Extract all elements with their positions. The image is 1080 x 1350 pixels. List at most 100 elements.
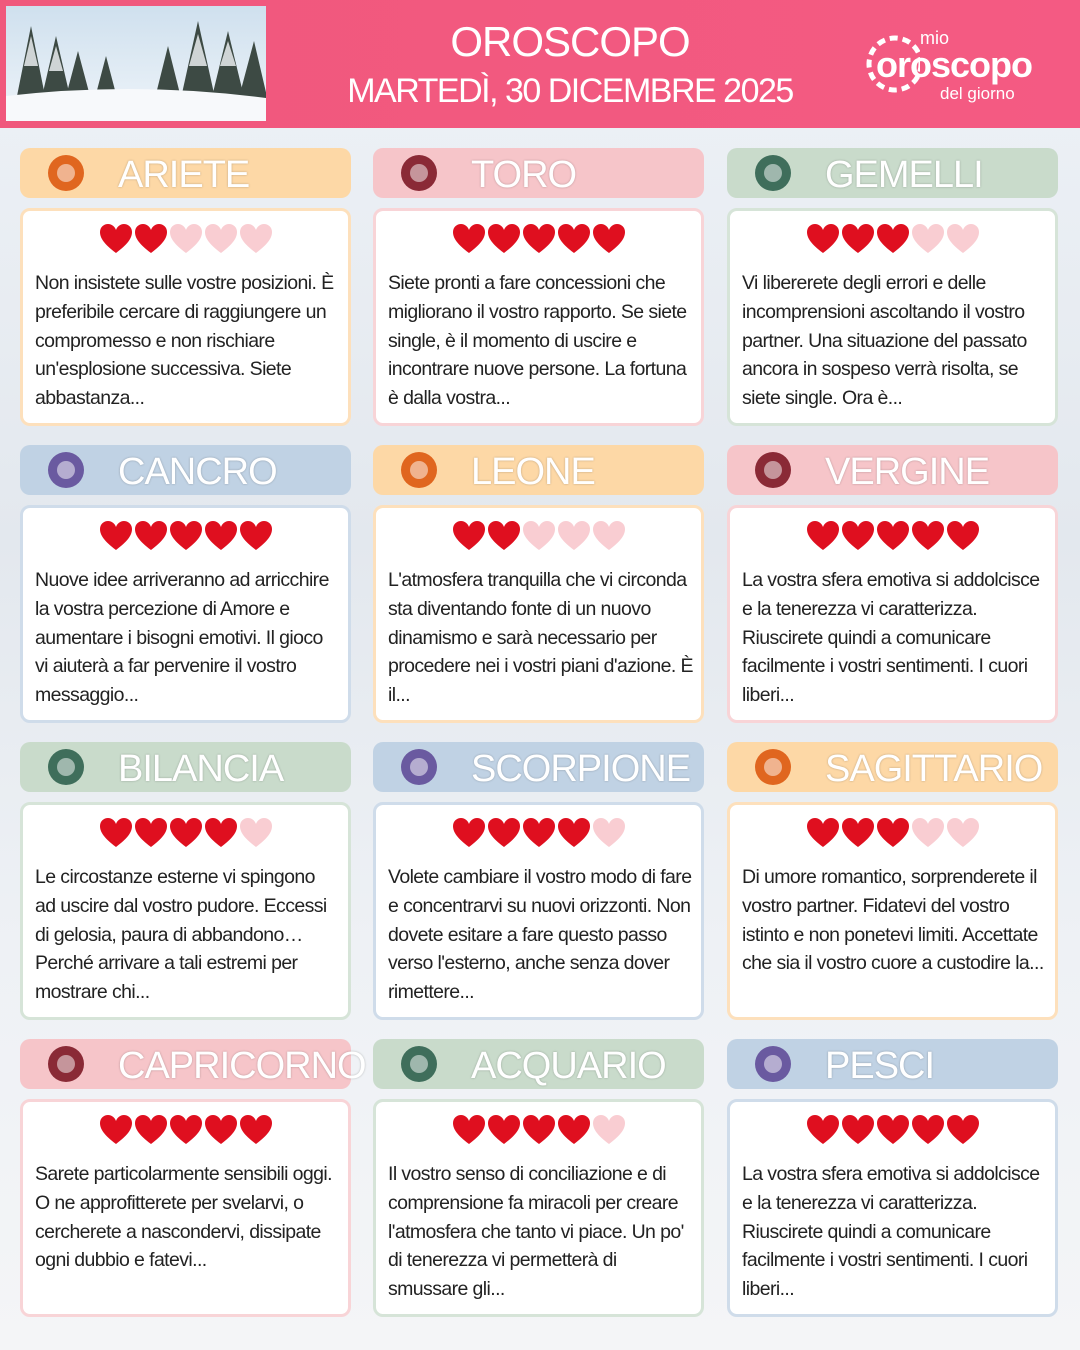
rating: [730, 817, 1055, 851]
sign-header: CAPRICORNO: [20, 1039, 367, 1089]
sign-name: LEONE: [471, 451, 596, 493]
heart: [239, 521, 272, 550]
sign-header: SCORPIONE: [373, 742, 704, 792]
heart-shape: [487, 1115, 520, 1144]
rating: [23, 520, 348, 554]
icon-shape: [57, 758, 75, 776]
heart: [487, 818, 520, 847]
sign-name: ARIETE: [118, 154, 250, 196]
heart: [841, 521, 874, 550]
heart-shape: [911, 1115, 944, 1144]
heart-shape: [452, 1115, 485, 1144]
sign-card: Siete pronti a fare concessioni che migl…: [373, 208, 704, 426]
heart-shape: [911, 521, 944, 550]
sign-header: VERGINE: [727, 445, 1058, 495]
heart: [452, 818, 485, 847]
heart: [841, 1115, 874, 1144]
heart: [806, 1115, 839, 1144]
heart: [452, 1115, 485, 1144]
heart: [99, 521, 132, 550]
sign-icon: [401, 749, 437, 785]
sign-card: La vostra sfera emotiva si addolcisce e …: [727, 505, 1058, 723]
sign-text: Sarete particolarmente sensibili oggi. O…: [35, 1163, 333, 1272]
icon-shape: [764, 164, 782, 182]
logo-main: oroscopo: [876, 44, 1033, 85]
heart: [592, 521, 625, 550]
heart-shape: [876, 224, 909, 253]
heart-shape: [557, 1115, 590, 1144]
heart-shape: [806, 818, 839, 847]
heart-shape: [169, 818, 202, 847]
icon-shape: [57, 164, 75, 182]
heart-shape: [557, 818, 590, 847]
heart-shape: [876, 1115, 909, 1144]
sign-name: GEMELLI: [825, 154, 984, 196]
rating: [376, 1114, 701, 1148]
heart: [452, 521, 485, 550]
heart-shape: [204, 521, 237, 550]
sign-name: PESCI: [825, 1045, 935, 1087]
icon-shape: [57, 461, 75, 479]
heart-shape: [487, 818, 520, 847]
heart-shape: [806, 521, 839, 550]
heart: [876, 818, 909, 847]
heart-shape: [592, 818, 625, 847]
heart: [946, 818, 979, 847]
heart-shape: [99, 818, 132, 847]
heart: [134, 521, 167, 550]
rating: [376, 817, 701, 851]
heart: [557, 521, 590, 550]
heart: [487, 521, 520, 550]
rating: [376, 223, 701, 257]
heart-shape: [134, 1115, 167, 1144]
logo-sun: [866, 35, 920, 93]
rating: [23, 1114, 348, 1148]
heart: [522, 818, 555, 847]
heart: [946, 224, 979, 253]
sign-card: Nuove idee arriveranno ad arricchire la …: [20, 505, 351, 723]
heart-shape: [592, 1115, 625, 1144]
icon-shape: [410, 1055, 428, 1073]
sign-icon: [755, 749, 791, 785]
heart: [134, 224, 167, 253]
logo-top: mio: [920, 28, 950, 48]
heart-shape: [204, 224, 237, 253]
sign-card: Sarete particolarmente sensibili oggi. O…: [20, 1099, 351, 1317]
heart: [239, 1115, 272, 1144]
sign-name: TORO: [471, 154, 577, 196]
heart-shape: [204, 1115, 237, 1144]
sign-header: ARIETE: [20, 148, 351, 198]
heart: [557, 1115, 590, 1144]
heart: [169, 818, 202, 847]
heart-shape: [592, 224, 625, 253]
sign-icon: [401, 452, 437, 488]
sign-text: Di umore romantico, sorprenderete il vos…: [742, 866, 1044, 975]
heart-shape: [841, 818, 874, 847]
sign-name: VERGINE: [825, 451, 990, 493]
heart: [841, 224, 874, 253]
heart-shape: [806, 224, 839, 253]
heart: [169, 1115, 202, 1144]
heart: [204, 1115, 237, 1144]
heart: [592, 818, 625, 847]
sign-card: La vostra sfera emotiva si addolcisce e …: [727, 1099, 1058, 1317]
heart-shape: [911, 224, 944, 253]
heart-shape: [169, 521, 202, 550]
sign-name: BILANCIA: [118, 748, 284, 790]
heart-shape: [239, 1115, 272, 1144]
heart: [99, 818, 132, 847]
sign-header: BILANCIA: [20, 742, 351, 792]
icon-shape: [410, 164, 428, 182]
heart-shape: [204, 818, 237, 847]
heart-shape: [452, 521, 485, 550]
heart: [557, 224, 590, 253]
heart: [841, 818, 874, 847]
sign-icon: [48, 155, 84, 191]
rating: [730, 223, 1055, 257]
sign-text: Nuove idee arriveranno ad arricchire la …: [35, 569, 329, 707]
heart: [239, 224, 272, 253]
heart-shape: [99, 521, 132, 550]
sign-card: Il vostro senso di conciliazione e di co…: [373, 1099, 704, 1317]
heart: [522, 224, 555, 253]
